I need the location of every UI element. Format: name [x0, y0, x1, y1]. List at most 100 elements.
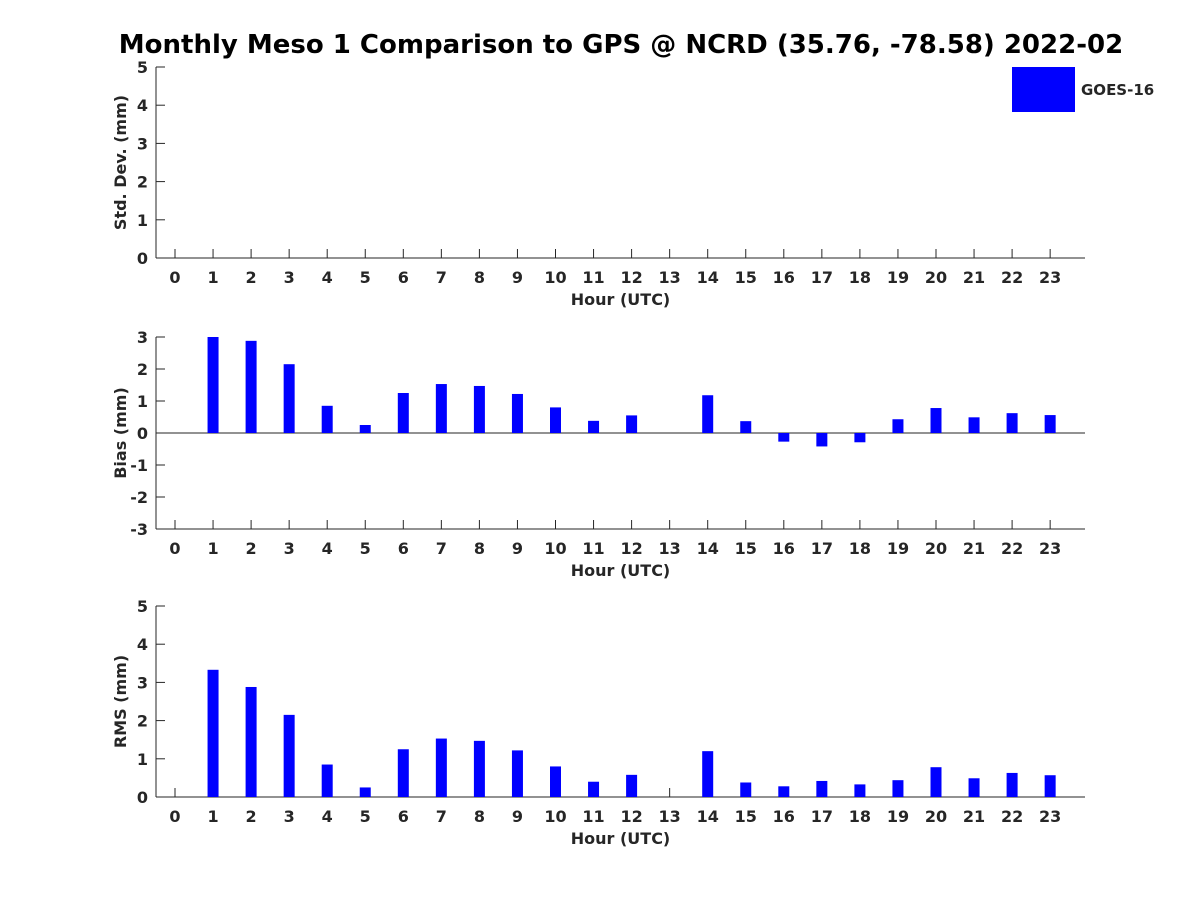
bar	[550, 766, 561, 797]
bar	[1044, 415, 1056, 433]
x-tick-label: 4	[322, 807, 333, 826]
x-tick-label: 21	[963, 268, 985, 287]
bar	[854, 784, 866, 797]
bar	[930, 408, 942, 433]
x-tick-label: 15	[735, 539, 757, 558]
y-tick-label: 5	[137, 58, 148, 77]
bar	[283, 714, 295, 797]
x-tick-label: 6	[398, 807, 409, 826]
x-tick-label: 17	[811, 539, 833, 558]
x-tick-label: 19	[887, 268, 909, 287]
bar	[626, 774, 638, 797]
x-tick-label: 2	[246, 807, 257, 826]
x-tick-label: 20	[925, 807, 947, 826]
x-tick-label: 5	[360, 268, 371, 287]
bar	[816, 780, 828, 797]
bar	[588, 420, 600, 433]
x-tick-label: 1	[207, 807, 218, 826]
y-axis-label: Std. Dev. (mm)	[111, 95, 130, 230]
y-tick-label: -1	[130, 456, 148, 475]
bar	[778, 433, 790, 442]
x-tick-label: 22	[1001, 807, 1023, 826]
bar	[892, 419, 904, 433]
x-tick-label: 3	[284, 539, 295, 558]
x-tick-label: 14	[697, 807, 719, 826]
y-tick-label: 2	[137, 712, 148, 731]
y-tick-label: 2	[137, 173, 148, 192]
x-tick-label: 18	[849, 268, 871, 287]
x-tick-label: 12	[620, 539, 642, 558]
y-tick-label: 3	[137, 328, 148, 347]
y-tick-label: 5	[137, 597, 148, 616]
x-tick-label: 20	[925, 539, 947, 558]
x-tick-label: 5	[360, 539, 371, 558]
x-tick-label: 10	[544, 807, 566, 826]
chart-title: Monthly Meso 1 Comparison to GPS @ NCRD …	[118, 30, 1124, 60]
bar	[435, 384, 447, 433]
x-tick-label: 15	[735, 268, 757, 287]
x-tick-label: 22	[1001, 539, 1023, 558]
x-tick-label: 6	[398, 268, 409, 287]
x-tick-label: 0	[169, 268, 180, 287]
x-tick-label: 7	[436, 807, 447, 826]
y-tick-label: 0	[137, 424, 148, 443]
bar	[930, 767, 942, 797]
bar	[892, 780, 904, 797]
x-tick-label: 0	[169, 539, 180, 558]
bar	[435, 738, 447, 797]
bar	[1044, 775, 1056, 797]
y-axis-label: RMS (mm)	[111, 655, 130, 748]
bar	[1006, 772, 1018, 797]
bar	[702, 751, 714, 797]
x-tick-label: 23	[1039, 539, 1061, 558]
bar	[245, 340, 257, 433]
x-tick-label: 11	[582, 807, 604, 826]
x-tick-label: 22	[1001, 268, 1023, 287]
x-tick-label: 12	[620, 268, 642, 287]
x-tick-label: 11	[582, 539, 604, 558]
x-tick-label: 10	[544, 268, 566, 287]
bar	[321, 764, 333, 797]
y-tick-label: 3	[137, 673, 148, 692]
x-tick-label: 3	[284, 807, 295, 826]
x-tick-label: 9	[512, 268, 523, 287]
bar	[1006, 413, 1018, 433]
x-tick-label: 13	[659, 539, 681, 558]
x-tick-label: 17	[811, 268, 833, 287]
bar	[207, 669, 219, 797]
x-axis-label: Hour (UTC)	[571, 561, 671, 580]
bar	[588, 781, 600, 797]
x-tick-label: 11	[582, 268, 604, 287]
x-tick-label: 16	[773, 539, 795, 558]
x-axis-label: Hour (UTC)	[571, 829, 671, 848]
x-tick-label: 6	[398, 539, 409, 558]
bar	[511, 393, 523, 433]
x-tick-label: 13	[659, 268, 681, 287]
bar	[397, 393, 409, 433]
y-tick-label: 1	[137, 211, 148, 230]
y-tick-label: 1	[137, 750, 148, 769]
x-tick-label: 1	[207, 539, 218, 558]
y-tick-label: -3	[130, 520, 148, 539]
bar	[854, 433, 866, 443]
x-tick-label: 16	[773, 807, 795, 826]
x-tick-label: 7	[436, 539, 447, 558]
bar	[740, 782, 752, 797]
x-tick-label: 23	[1039, 268, 1061, 287]
bar	[968, 417, 980, 433]
x-tick-label: 4	[322, 268, 333, 287]
bar	[245, 686, 257, 797]
bar	[359, 787, 371, 797]
x-tick-label: 14	[697, 268, 719, 287]
y-axis-label: Bias (mm)	[111, 387, 130, 479]
bar	[702, 395, 714, 433]
bar	[816, 433, 828, 447]
bar	[359, 425, 371, 433]
y-tick-label: 2	[137, 360, 148, 379]
x-tick-label: 13	[659, 807, 681, 826]
x-tick-label: 14	[697, 539, 719, 558]
x-tick-label: 16	[773, 268, 795, 287]
